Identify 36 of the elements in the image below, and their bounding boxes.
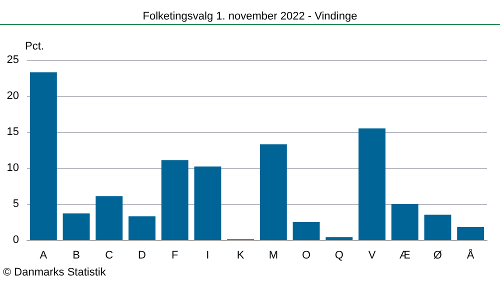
bar: [292, 222, 320, 240]
x-tick-label: Q: [334, 250, 344, 262]
x-tick-label: Ø: [433, 250, 442, 262]
bar: [30, 72, 57, 240]
x-tick-label: Å: [466, 248, 475, 262]
y-tick-label: 5: [12, 198, 19, 210]
bar: [391, 204, 418, 240]
y-axis-title: Pct.: [25, 40, 44, 52]
bar: [62, 213, 90, 240]
x-tick-label: F: [171, 250, 178, 262]
x-tick-label: I: [206, 250, 210, 262]
y-tick-label: 25: [6, 54, 19, 66]
x-tick-label: C: [105, 250, 114, 262]
bar: [161, 160, 188, 240]
bar: [424, 214, 452, 240]
chart-title: Folketingsvalg 1. november 2022 - Vindinge: [142, 10, 358, 22]
bar: [457, 227, 484, 240]
x-tick-label: V: [368, 250, 376, 262]
x-tick-label: A: [40, 250, 48, 262]
bar: [96, 196, 123, 240]
bar: [326, 237, 353, 240]
bar: [358, 128, 386, 240]
x-tick-label: M: [268, 250, 278, 262]
y-tick-label: 10: [6, 162, 19, 174]
x-tick-label: Æ: [399, 250, 410, 262]
bar: [128, 216, 156, 240]
bar: [260, 144, 287, 240]
y-tick-label: 15: [6, 126, 19, 138]
x-tick-label: B: [72, 250, 80, 262]
x-tick-label: O: [302, 250, 312, 262]
bar: [194, 166, 222, 240]
x-tick-label: K: [236, 250, 245, 262]
x-tick-label: D: [138, 250, 146, 262]
text: © Danmarks Statistik: [3, 266, 106, 278]
y-tick-label: 0: [12, 234, 19, 246]
y-tick-label: 20: [6, 90, 19, 102]
